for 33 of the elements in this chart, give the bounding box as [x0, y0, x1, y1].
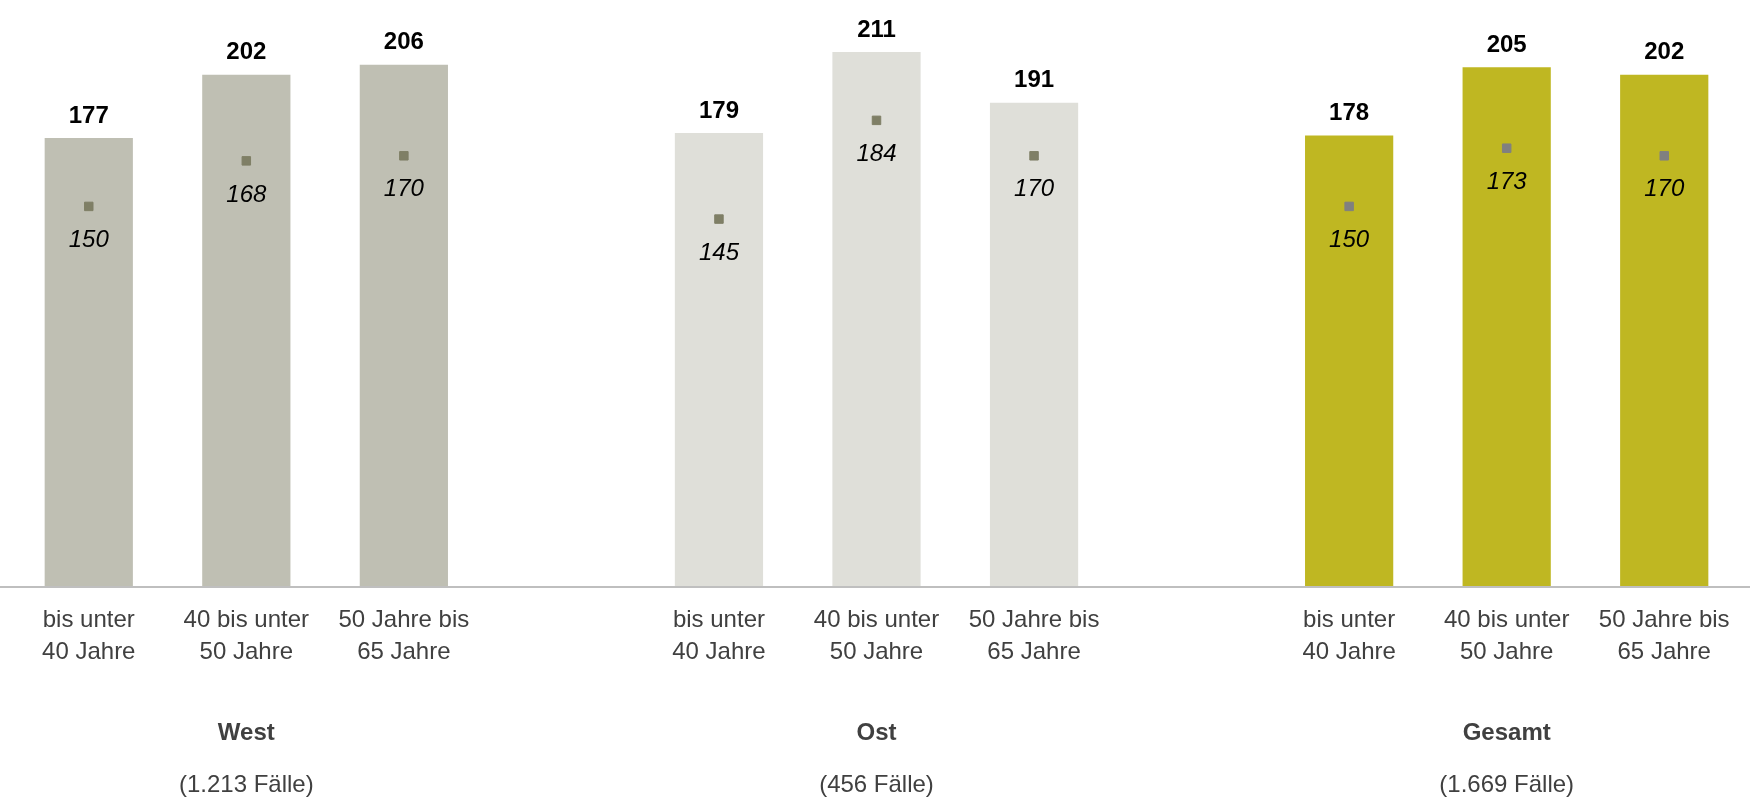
text: (456 Fälle): [819, 769, 934, 797]
x-tick-label: 40 bis unter 50 Jahre: [183, 604, 310, 664]
data-label: 145: [698, 237, 740, 265]
data-label: 173: [1486, 166, 1528, 194]
data-label: 178: [1329, 98, 1370, 126]
x-tick-label: bis unter 40 Jahre: [1302, 604, 1396, 664]
data-label: 206: [383, 27, 424, 55]
data-label: 205: [1486, 29, 1527, 57]
data-label: 170: [1644, 174, 1685, 202]
data-label: 202: [1644, 37, 1685, 65]
text: West: [217, 717, 275, 745]
data-label: 184: [856, 139, 897, 167]
data-label: 170: [1014, 174, 1055, 202]
x-tick-label: 40 bis unter 50 Jahre: [813, 604, 940, 664]
text: (1.669 Fälle): [1439, 769, 1575, 797]
data-label: 150: [68, 225, 110, 253]
x-tick-label: bis unter 40 Jahre: [672, 604, 766, 664]
data-label: 177: [68, 100, 109, 128]
data-label: 202: [226, 37, 267, 65]
data-label: 168: [226, 179, 267, 207]
data-label: 191: [1014, 65, 1055, 93]
data-label: 211: [857, 14, 896, 42]
data-label: 150: [1329, 225, 1370, 253]
data-label: 170: [383, 174, 425, 202]
x-tick-label: 50 Jahre bis 65 Jahre: [1598, 604, 1730, 664]
text: Ost: [856, 717, 897, 745]
text: (1.213 Fälle): [178, 769, 314, 797]
x-tick-label: bis unter 40 Jahre: [42, 604, 136, 664]
x-tick-label: 50 Jahre bis 65 Jahre: [338, 604, 470, 664]
text: Gesamt: [1462, 717, 1551, 745]
data-label: 179: [698, 95, 739, 123]
x-tick-label: 50 Jahre bis 65 Jahre: [968, 604, 1100, 664]
x-tick-label: 40 bis unter 50 Jahre: [1443, 604, 1570, 664]
